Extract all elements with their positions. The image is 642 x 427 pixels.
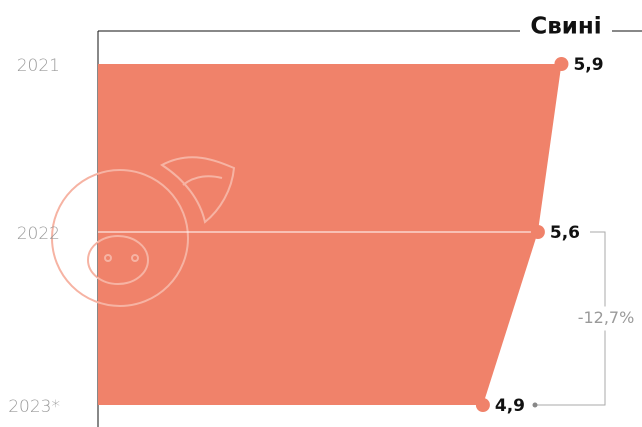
point [475,398,490,412]
value-label: 5,9 [573,55,603,75]
value-label: 5,6 [550,223,580,243]
y-tick-label: 2022 [17,224,60,244]
pig-ear [160,156,236,224]
pig-illustration [51,156,236,307]
value-label: 4,9 [495,396,525,416]
pig-ear-inner [182,175,223,186]
area [98,64,562,405]
y-tick-label: 2023* [8,397,60,417]
annotation-bg [572,306,640,331]
point [554,57,569,71]
pig-head [51,169,189,307]
chart-title: Свині [530,14,601,40]
point [530,225,545,239]
pig-nostril [104,254,112,262]
bracket-end [532,402,538,408]
plot: 2021 5,9 2022 5,6 2023* 4,9 -12,7% [8,55,640,417]
y-tick-label: 2021 [17,56,60,76]
pig-nostril [131,254,139,262]
annotation: -12,7% [578,308,635,327]
pig-snout [87,235,149,285]
